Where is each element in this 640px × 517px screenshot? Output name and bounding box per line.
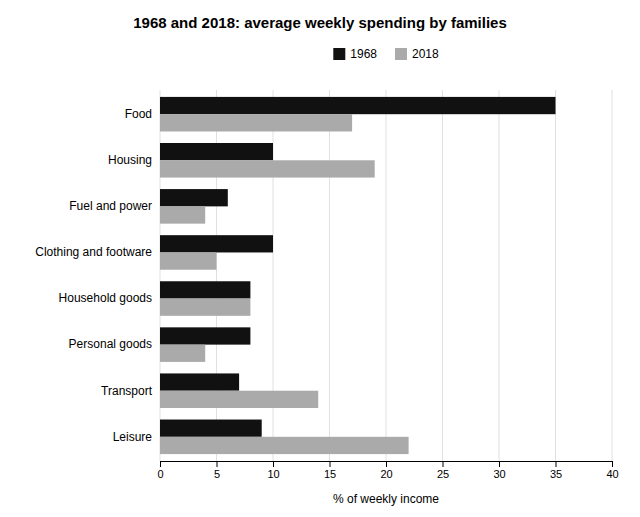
x-tick-mark bbox=[612, 461, 613, 467]
legend-label: 2018 bbox=[412, 47, 439, 61]
x-tick-label: 10 bbox=[267, 468, 279, 480]
bar bbox=[160, 299, 250, 316]
x-axis: 0 5 10 15 20 25 30 35 40 bbox=[157, 461, 618, 480]
legend: 1968 2018 bbox=[333, 47, 439, 61]
title: 1968 and 2018: average weekly spending b… bbox=[133, 14, 507, 31]
y-tick-label: Food bbox=[125, 107, 152, 121]
y-tick-label: Housing bbox=[108, 153, 152, 167]
grid-line bbox=[499, 90, 500, 461]
legend-item: 1968 bbox=[333, 47, 377, 61]
legend-swatch bbox=[333, 48, 345, 60]
legend-swatch bbox=[395, 48, 407, 60]
grid bbox=[160, 90, 612, 461]
legend-item: 2018 bbox=[395, 47, 439, 61]
y-tick-label: Personal goods bbox=[69, 337, 152, 351]
bar bbox=[160, 143, 273, 160]
x-tick: 25 bbox=[437, 461, 449, 480]
x-tick-label: 15 bbox=[324, 468, 336, 480]
bar bbox=[160, 327, 250, 344]
x-tick-mark bbox=[443, 461, 444, 467]
legend-label: 1968 bbox=[350, 47, 377, 61]
bar bbox=[160, 437, 409, 454]
x-tick-mark bbox=[556, 461, 557, 467]
bar bbox=[160, 160, 375, 177]
y-tick: Clothing and footware bbox=[35, 245, 160, 259]
x-tick-mark bbox=[160, 461, 161, 467]
x-tick-label: 40 bbox=[606, 468, 618, 480]
y-tick: Household goods bbox=[59, 291, 160, 305]
x-tick-label: 30 bbox=[493, 468, 505, 480]
chart: 0 5 10 15 20 25 30 35 40 Food Housing Fuel and powe… bbox=[0, 0, 640, 517]
x-tick: 15 bbox=[324, 461, 336, 480]
bar bbox=[160, 420, 262, 437]
x-tick: 40 bbox=[606, 461, 618, 480]
y-tick-label: Clothing and footware bbox=[35, 245, 152, 259]
grid-line bbox=[386, 90, 387, 461]
x-axis-line bbox=[161, 462, 613, 468]
bar bbox=[160, 345, 205, 362]
plot: 0 5 10 15 20 25 30 35 40 Food Housing Fuel and powe… bbox=[35, 90, 618, 480]
grid-line bbox=[329, 90, 330, 461]
x-tick: 10 bbox=[267, 461, 279, 480]
x-tick-mark bbox=[217, 461, 218, 467]
x-tick: 30 bbox=[493, 461, 505, 480]
x-tick-mark bbox=[330, 461, 331, 467]
x-tick-label: 35 bbox=[550, 468, 562, 480]
y-tick: Personal goods bbox=[69, 337, 160, 351]
bar bbox=[160, 252, 217, 269]
x-tick: 20 bbox=[380, 461, 392, 480]
grid-line bbox=[442, 90, 443, 461]
series bbox=[160, 114, 409, 454]
x-axis-title: % of weekly income bbox=[333, 492, 439, 506]
bar bbox=[160, 391, 318, 408]
x-tick-mark bbox=[386, 461, 387, 467]
bar bbox=[160, 281, 250, 298]
y-tick: Food bbox=[125, 107, 160, 121]
bar bbox=[160, 114, 352, 131]
y-tick: Housing bbox=[108, 153, 160, 167]
bars bbox=[160, 97, 556, 454]
x-tick-label: 25 bbox=[437, 468, 449, 480]
y-axis: Food Housing Fuel and power Clothing and fo… bbox=[35, 107, 160, 444]
bar bbox=[160, 235, 273, 252]
y-tick-label: Transport bbox=[101, 384, 153, 398]
x-tick-label: 20 bbox=[380, 468, 392, 480]
bar bbox=[160, 373, 239, 390]
bar bbox=[160, 189, 228, 206]
bar bbox=[160, 97, 556, 114]
x-tick-label: 0 bbox=[157, 468, 163, 480]
y-tick: Leisure bbox=[113, 430, 160, 444]
y-tick: Transport bbox=[101, 384, 160, 398]
x-tick: 5 bbox=[214, 461, 220, 480]
grid-line bbox=[612, 90, 613, 461]
bar bbox=[160, 206, 205, 223]
x-tick: 35 bbox=[550, 461, 562, 480]
x-tick-mark bbox=[499, 461, 500, 467]
y-tick-label: Household goods bbox=[59, 291, 152, 305]
x-tick: 0 bbox=[157, 461, 163, 480]
grid-line bbox=[555, 90, 556, 461]
x-tick-mark bbox=[273, 461, 274, 467]
y-tick: Fuel and power bbox=[69, 199, 160, 213]
series bbox=[160, 97, 556, 437]
y-tick-label: Leisure bbox=[113, 430, 153, 444]
x-tick-label: 5 bbox=[214, 468, 220, 480]
y-tick-label: Fuel and power bbox=[69, 199, 152, 213]
